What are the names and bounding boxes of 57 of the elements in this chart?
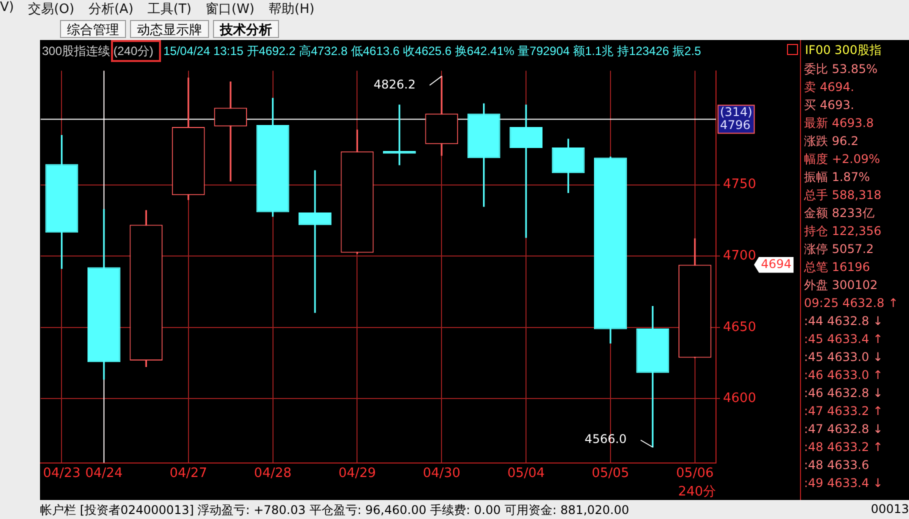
text: 振幅 1.87% <box>803 169 871 186</box>
x-tick-label: 05/05 <box>592 466 630 481</box>
text: :47 4633.2 ↑ <box>803 403 884 420</box>
x-tick-label: 04/28 <box>254 466 292 481</box>
y-tick-label: 4650 <box>723 320 756 335</box>
text: 总笔 16196 <box>803 259 871 276</box>
x-axis-title: 240分 <box>678 484 716 500</box>
text: 工具(T) <box>147 1 192 17</box>
text: 金额 8233亿 <box>803 205 876 222</box>
x-tick-label: 04/29 <box>338 466 376 481</box>
text: 窗口(W) <box>206 1 254 17</box>
chart-subtitle: 15/04/24 13:15 开4692.2 高4732.8 低4613.6 收4625.6 换642.41% 量792904 额1.1兆 持123426 振2.5 <box>163 44 702 58</box>
text: IF00 300股指 <box>804 42 882 59</box>
text: 分析(A) <box>88 1 134 17</box>
text: 帮助(H) <box>268 1 314 17</box>
text: 委比 53.85% <box>803 61 879 78</box>
text: :48 4633.2 ↑ <box>803 439 884 456</box>
text: :47 4632.8 ↓ <box>803 421 884 438</box>
y-tick-label: 4700 <box>723 248 756 264</box>
text: 交易(O) <box>28 1 74 17</box>
y-tick-label: 4750 <box>723 177 756 192</box>
text: :44 4632.8 ↓ <box>803 313 884 330</box>
x-tick-label: 04/24 <box>85 466 123 481</box>
text: 00013 <box>870 502 909 518</box>
x-tick-label: 05/04 <box>507 466 545 481</box>
text: 技术分析 <box>213 20 279 38</box>
text: 买 4693. <box>803 97 856 114</box>
text: 涨停 5057.2 <box>803 241 875 258</box>
text: 帐户栏 [投资者024000013] 浮动盈亏: +780.03 平仓盈亏: 96,460.00 手续费: 0.00 可用资金: 881,020.00 <box>40 502 630 519</box>
chart-title: 300股指连续 (240分) <box>42 44 154 58</box>
text: :45 4633.0 ↓ <box>803 349 884 366</box>
text: 卖 4694. <box>803 79 856 96</box>
text: 涨跌 96.2 <box>803 133 860 150</box>
text: 09:25 4632.8 ↑ <box>803 295 900 312</box>
text: :45 4633.4 ↑ <box>803 331 884 348</box>
text: :48 4633.6 <box>803 457 870 474</box>
x-tick-label: 04/30 <box>422 466 460 481</box>
text: 动态显示牌 <box>130 20 209 38</box>
x-tick-label: 05/06 <box>676 466 714 481</box>
annotation: 4826.2 <box>374 77 416 92</box>
x-tick-label: 04/23 <box>43 466 80 481</box>
text: 最新 4693.8 <box>803 115 875 132</box>
text: :46 4632.8 ↓ <box>803 385 884 402</box>
text: :49 4633.4 ↓ <box>803 475 884 492</box>
candlestick <box>214 81 248 182</box>
candlestick <box>298 170 332 313</box>
x-tick-label: 04/27 <box>170 466 208 481</box>
text: 幅度 +2.09% <box>803 151 881 168</box>
price-tag: 4694 <box>754 256 794 273</box>
text: 综合管理 <box>60 20 126 38</box>
text: 总手 588,318 <box>803 187 882 204</box>
text: 持仓 122,356 <box>803 223 882 240</box>
text: V) <box>0 0 14 17</box>
ref-line-label: (314) 4796 <box>720 104 752 132</box>
text: 外盘 300102 <box>803 277 879 294</box>
y-tick-label: 4600 <box>723 391 756 406</box>
text: :46 4633.0 ↑ <box>803 367 884 384</box>
